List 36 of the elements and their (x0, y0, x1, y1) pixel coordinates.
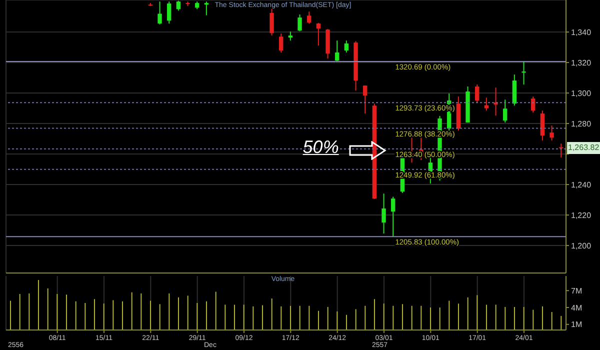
y-tick-label: 1,280 (571, 119, 592, 128)
candlestick (344, 40, 349, 53)
candlestick (559, 143, 564, 158)
candlestick (391, 196, 396, 238)
candlestick (326, 28, 330, 60)
candlestick (158, 1, 162, 25)
y-tick-label: 7M (571, 286, 582, 296)
candlestick (512, 74, 517, 106)
candlestick (298, 14, 302, 32)
y-tick-label: 4M (571, 303, 582, 312)
candlestick (494, 87, 498, 116)
candlestick (176, 0, 181, 12)
candlestick (475, 84, 480, 103)
annotation: 50% (302, 137, 339, 157)
annotation: 1,263.82 (567, 142, 600, 154)
y-tick-label: 1,300 (571, 88, 592, 98)
candlestick (167, 1, 172, 24)
y-tick-label: 1,240 (571, 180, 592, 190)
y-tick-label: 1,340 (571, 28, 592, 37)
y-tick-label: 1,320 (571, 58, 592, 68)
y-tick-label: 1M (571, 320, 582, 330)
y-tick-label: 1,200 (571, 241, 592, 250)
candlestick (540, 110, 545, 141)
candlestick (279, 33, 284, 53)
candlestick (503, 99, 508, 123)
y-tick-label: 1,220 (571, 210, 592, 220)
candlestick (550, 125, 554, 141)
candlestick (316, 22, 321, 46)
candlestick (484, 97, 489, 112)
candlestick (363, 84, 368, 114)
candlestick (204, 1, 209, 16)
candlestick (307, 11, 312, 24)
candlestick (522, 60, 526, 85)
candlestick (382, 193, 386, 234)
candlestick (531, 96, 536, 114)
candlestick (335, 40, 340, 62)
